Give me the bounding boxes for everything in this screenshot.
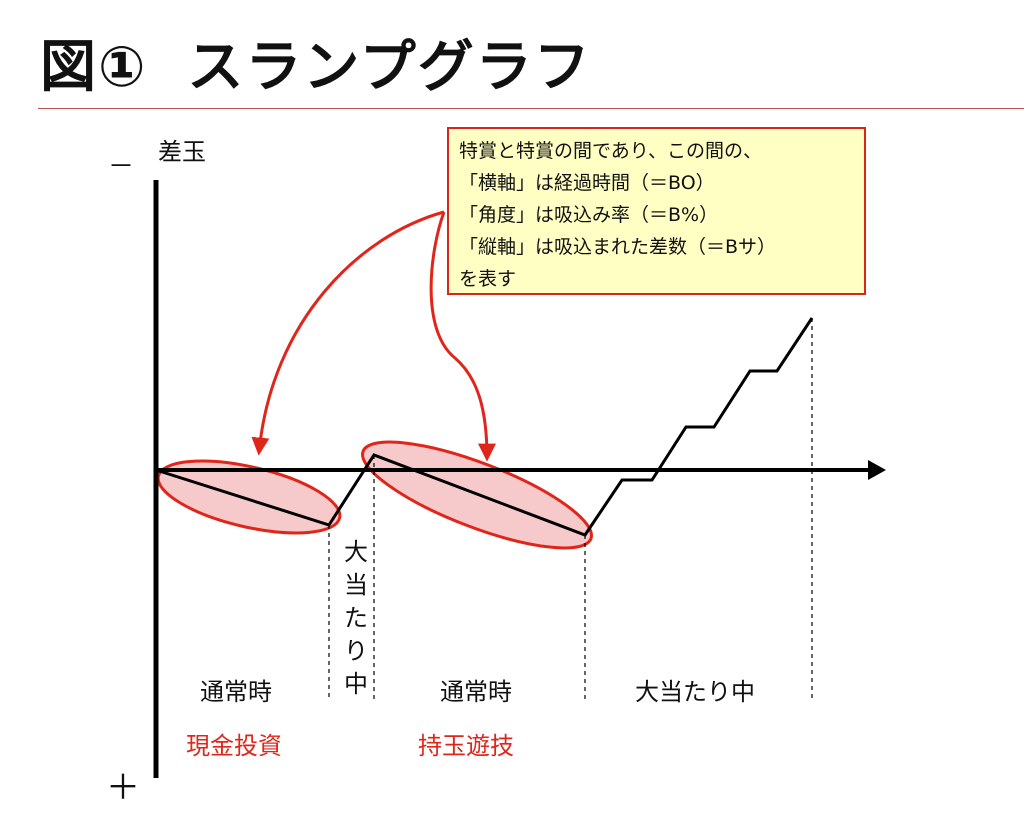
phase-label-jackpot-2: 大当たり中 [635,678,755,706]
plus-sign: ＋ [106,768,140,808]
callout-arrow-ball [429,211,496,462]
slump-line [155,317,814,537]
phase-label-normal-2: 通常時 [440,678,512,706]
callout-line: 「縦軸」は吸込まれた差数（＝Bサ） [459,236,777,258]
y-axis-label: 差玉 [158,138,206,166]
phase-label-jackpot-1: 大当たり中 [344,538,368,698]
callout-line: を表す [459,268,517,290]
ball-play-label: 持玉遊技 [418,732,514,760]
callout-line: 「角度」は吸込み率（＝B%） [459,204,719,226]
x-axis-arrowhead [868,460,886,480]
explanation-callout: 特賞と特賞の間であり、この間の、 「横軸」は経過時間（＝BO） 「角度」は吸込み… [447,127,866,295]
figure-number: 図① [40,35,148,100]
callout-line: 「横軸」は経過時間（＝BO） [459,172,715,194]
minus-sign: － [108,152,135,182]
cash-investment-highlight [156,459,342,535]
figure-title: 図① スランプグラフ [40,22,592,103]
cash-investment-label: 現金投資 [186,732,282,760]
figure-title-text: スランプグラフ [187,35,592,100]
callout-arrow-cash [251,210,445,456]
callout-line: 特賞と特賞の間であり、この間の、 [459,140,763,162]
phase-label-normal-1: 通常時 [200,678,272,706]
title-divider [38,108,1024,109]
